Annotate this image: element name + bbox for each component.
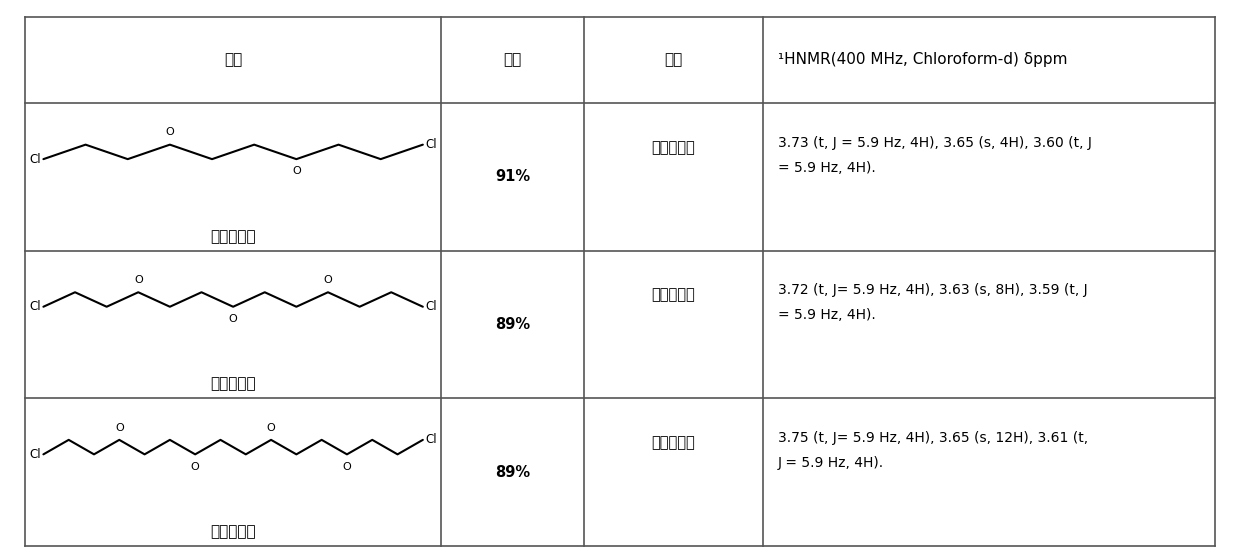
Text: 收率: 收率: [503, 52, 522, 67]
Text: 89%: 89%: [495, 317, 531, 332]
Text: Cl: Cl: [30, 448, 41, 461]
Text: O: O: [134, 275, 143, 285]
Text: 91%: 91%: [495, 169, 531, 184]
Text: O: O: [342, 462, 351, 472]
Text: 3.72 (t, J= 5.9 Hz, 4H), 3.63 (s, 8H), 3.59 (t, J
= 5.9 Hz, 4H).: 3.72 (t, J= 5.9 Hz, 4H), 3.63 (s, 8H), 3…: [777, 283, 1087, 322]
Text: Cl: Cl: [425, 300, 436, 313]
Text: O: O: [115, 423, 124, 433]
Text: 3.75 (t, J= 5.9 Hz, 4H), 3.65 (s, 12H), 3.61 (t,
J = 5.9 Hz, 4H).: 3.75 (t, J= 5.9 Hz, 4H), 3.65 (s, 12H), …: [777, 431, 1087, 470]
Text: Cl: Cl: [30, 153, 41, 165]
Text: 二氯四甘醇: 二氯四甘醇: [211, 377, 255, 392]
Text: O: O: [324, 275, 332, 285]
Text: Cl: Cl: [425, 138, 436, 151]
Text: O: O: [165, 128, 175, 138]
Text: ¹HNMR(400 MHz, Chloroform-d) δppm: ¹HNMR(400 MHz, Chloroform-d) δppm: [777, 52, 1068, 67]
Text: O: O: [291, 167, 301, 177]
Text: 淡黄色液体: 淡黄色液体: [652, 140, 696, 155]
Text: Cl: Cl: [30, 300, 41, 313]
Text: O: O: [228, 314, 238, 324]
Text: O: O: [191, 462, 200, 472]
Text: Cl: Cl: [425, 433, 436, 446]
Text: 淡黄色液体: 淡黄色液体: [652, 287, 696, 302]
Text: 性状: 性状: [665, 52, 683, 67]
Text: O: O: [267, 423, 275, 433]
Text: 二氯五甘醇: 二氯五甘醇: [211, 524, 255, 539]
Text: 二氯三甘醇: 二氯三甘醇: [211, 229, 255, 244]
Text: 3.73 (t, J = 5.9 Hz, 4H), 3.65 (s, 4H), 3.60 (t, J
= 5.9 Hz, 4H).: 3.73 (t, J = 5.9 Hz, 4H), 3.65 (s, 4H), …: [777, 135, 1091, 174]
Text: 89%: 89%: [495, 465, 531, 480]
Text: 结构: 结构: [224, 52, 242, 67]
Text: 淡黄色液体: 淡黄色液体: [652, 435, 696, 450]
